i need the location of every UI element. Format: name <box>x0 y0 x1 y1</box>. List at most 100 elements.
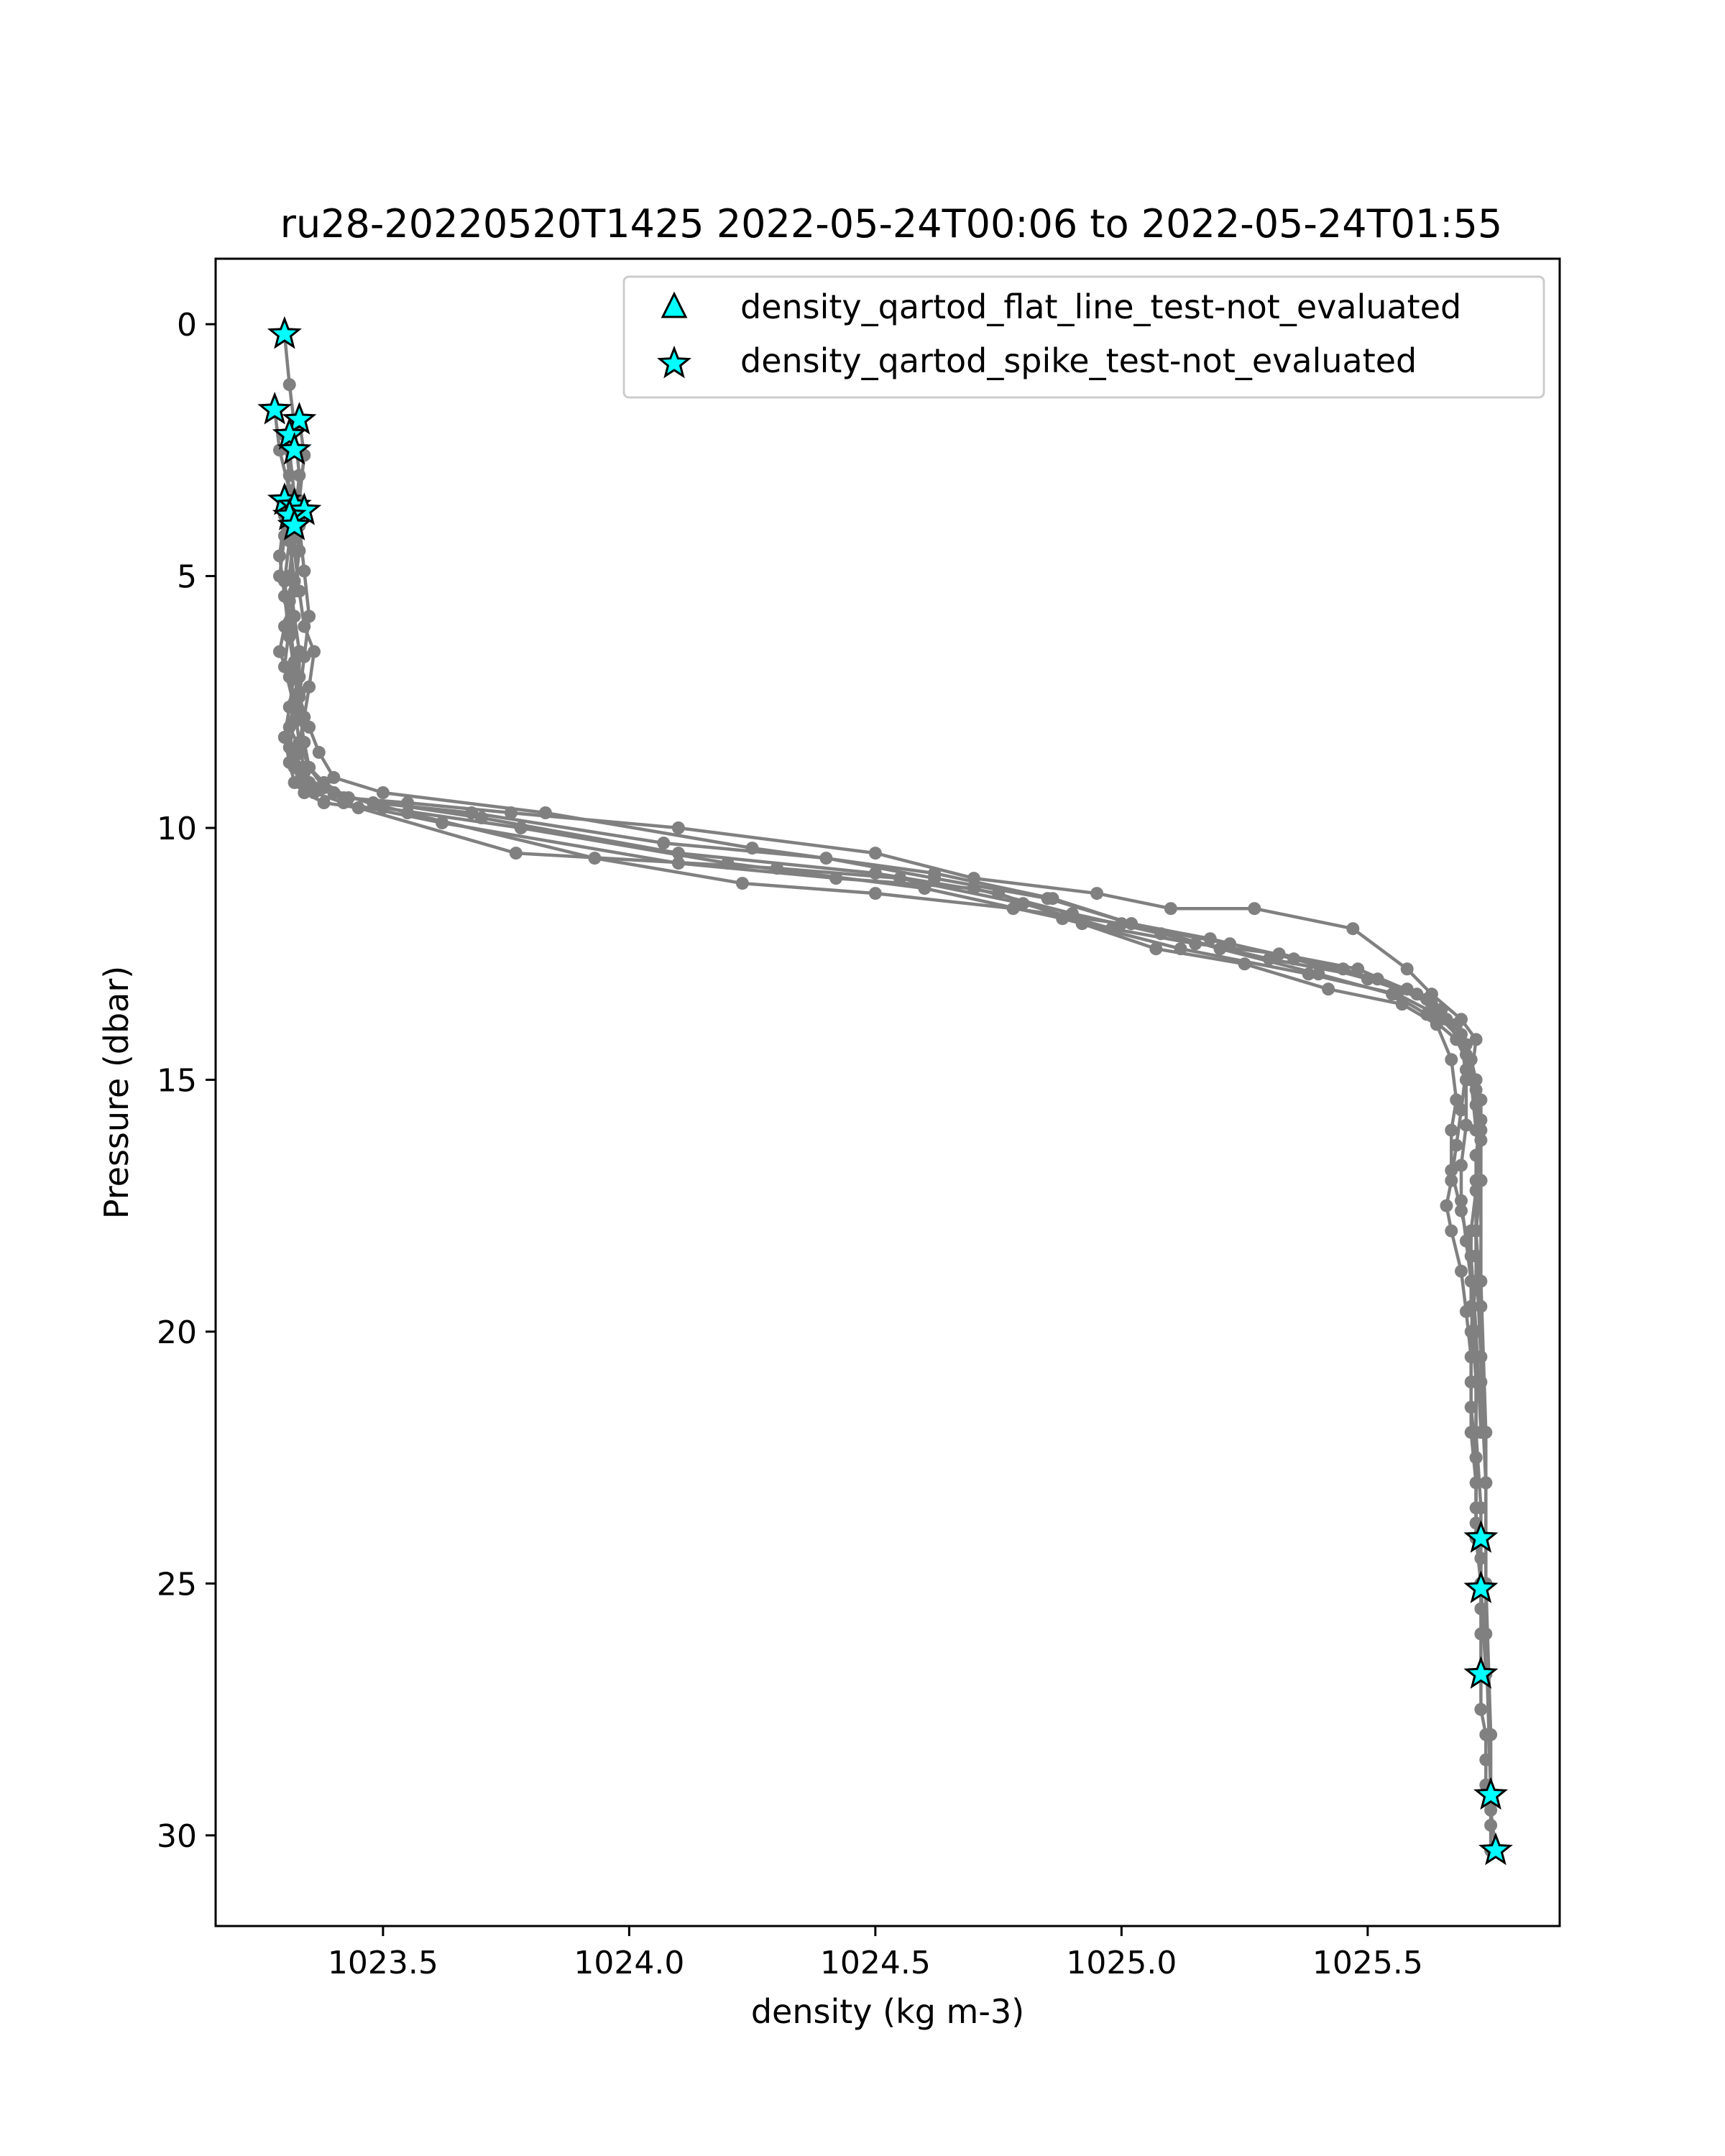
profile-point <box>1469 1224 1483 1238</box>
profile-point <box>588 852 602 865</box>
profile-point <box>282 378 296 392</box>
profile-point <box>868 867 882 880</box>
profile-point <box>1425 998 1438 1011</box>
profile-point <box>1474 1299 1488 1313</box>
profile-point <box>918 882 932 895</box>
profile-point <box>1450 1093 1463 1107</box>
spike-test-flag-star <box>277 507 312 540</box>
profile-point <box>1322 982 1335 996</box>
profile-point <box>288 584 301 598</box>
profile-point <box>1469 1325 1483 1338</box>
profile-point <box>1312 967 1325 981</box>
profile-point <box>288 760 301 774</box>
spike-test-flag-star <box>1463 1520 1499 1553</box>
profile-point <box>1075 917 1089 931</box>
profile-point <box>1371 972 1384 986</box>
profile-point <box>1469 1098 1483 1112</box>
profile-point <box>273 549 286 563</box>
profile-point <box>1223 937 1237 951</box>
profile-point <box>298 735 311 749</box>
profile-point <box>1469 1033 1483 1046</box>
axes-frame <box>214 257 1561 1927</box>
profile-point <box>1400 962 1414 976</box>
profile-point <box>1213 942 1227 956</box>
profile-point <box>1346 922 1360 936</box>
profile-point <box>277 660 291 673</box>
profile-point <box>1445 1164 1458 1177</box>
profile-point <box>1484 1803 1498 1817</box>
x-tick-label: 1023.5 <box>328 1945 438 1981</box>
profile-point <box>992 887 1006 900</box>
x-axis: 1023.5 1024.0 1024.5 1025.0 1025.5 <box>328 1926 1423 1981</box>
chart-title: ru28-20220520T1425 2022-05-24T00:06 to 2… <box>280 201 1502 247</box>
profile-point <box>657 837 671 850</box>
profile-point <box>1459 1073 1473 1087</box>
profile-point <box>1474 1174 1488 1187</box>
profile-point <box>1479 1476 1493 1490</box>
profile-point <box>1474 1703 1488 1716</box>
profile-point <box>1474 1501 1488 1515</box>
profile-point <box>1484 1728 1498 1741</box>
legend-star-marker <box>657 345 691 379</box>
y-tick-label: 20 <box>157 1314 197 1351</box>
data-layer <box>257 315 1513 1866</box>
profile-point <box>288 665 301 678</box>
profile-point <box>1455 1158 1468 1172</box>
profile-point <box>327 770 341 784</box>
y-tick-label: 10 <box>157 811 197 847</box>
profile-point <box>1440 1199 1453 1212</box>
x-tick-label: 1025.0 <box>1066 1945 1177 1981</box>
profile-point <box>1445 1123 1458 1137</box>
y-tick-label: 0 <box>177 307 197 344</box>
legend-label-spike: density_qartod_spike_test-not_evaluated <box>740 341 1417 380</box>
profile-point <box>1464 1401 1478 1414</box>
profile-point <box>868 887 882 900</box>
profile-point <box>868 847 882 860</box>
x-tick-label: 1024.5 <box>820 1945 931 1981</box>
profile-point <box>293 690 306 704</box>
legend-box <box>622 275 1545 399</box>
profile-point <box>745 842 759 855</box>
profile-point <box>671 847 685 860</box>
legend: density_qartod_flat_line_test-not_evalua… <box>622 275 1545 399</box>
spike-test-flag-star <box>1473 1777 1509 1810</box>
profile-point <box>1445 1053 1458 1067</box>
profile-point <box>298 564 311 578</box>
profile-point <box>1164 902 1177 916</box>
profile-point <box>509 847 523 860</box>
spike-test-flag-star <box>287 492 322 525</box>
y-axis-label: Pressure (dbar) <box>97 966 136 1219</box>
profile-point <box>1450 1138 1463 1152</box>
profile-point <box>293 775 306 789</box>
profile-point <box>671 857 685 870</box>
profile-point <box>1046 892 1059 906</box>
spike-test-flag-star <box>282 402 317 435</box>
x-tick-label: 1025.5 <box>1312 1945 1423 1981</box>
profile-point <box>538 806 552 819</box>
x-axis-label: density (kg m-3) <box>751 1992 1024 2031</box>
profile-point <box>1459 1304 1473 1318</box>
profile-point <box>308 786 321 799</box>
profile-point <box>312 745 326 759</box>
profile-point <box>1238 957 1251 971</box>
y-tick-label: 30 <box>157 1818 197 1855</box>
profile-point <box>1469 1073 1483 1087</box>
profile-point <box>1125 917 1138 931</box>
profile-point <box>1450 1018 1463 1031</box>
profile-point <box>317 775 331 789</box>
profile-point <box>474 811 488 824</box>
profile-point <box>1430 1008 1443 1021</box>
spike-test-flag-star <box>1463 1570 1499 1603</box>
profile-point <box>1386 987 1399 1001</box>
profile-point <box>317 796 331 809</box>
profile-point <box>1065 907 1079 921</box>
profile-point <box>282 625 296 638</box>
spike-test-flag-star <box>272 417 307 450</box>
legend-label-flat-line: density_qartod_flat_line_test-not_evalua… <box>740 287 1461 326</box>
profile-point <box>308 645 321 658</box>
profile-point <box>1455 1204 1468 1217</box>
y-axis: 0 5 10 15 20 25 30 <box>157 307 216 1855</box>
profile-point <box>1455 1103 1468 1117</box>
profile-point <box>436 816 449 829</box>
